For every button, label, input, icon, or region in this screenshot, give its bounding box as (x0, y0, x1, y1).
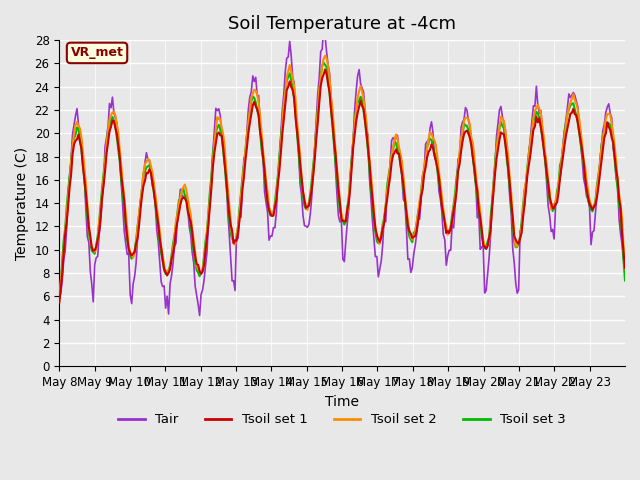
Legend: Tair, Tsoil set 1, Tsoil set 2, Tsoil set 3: Tair, Tsoil set 1, Tsoil set 2, Tsoil se… (113, 408, 571, 432)
Title: Soil Temperature at -4cm: Soil Temperature at -4cm (228, 15, 456, 33)
Y-axis label: Temperature (C): Temperature (C) (15, 146, 29, 260)
X-axis label: Time: Time (325, 395, 359, 408)
Text: VR_met: VR_met (70, 47, 124, 60)
